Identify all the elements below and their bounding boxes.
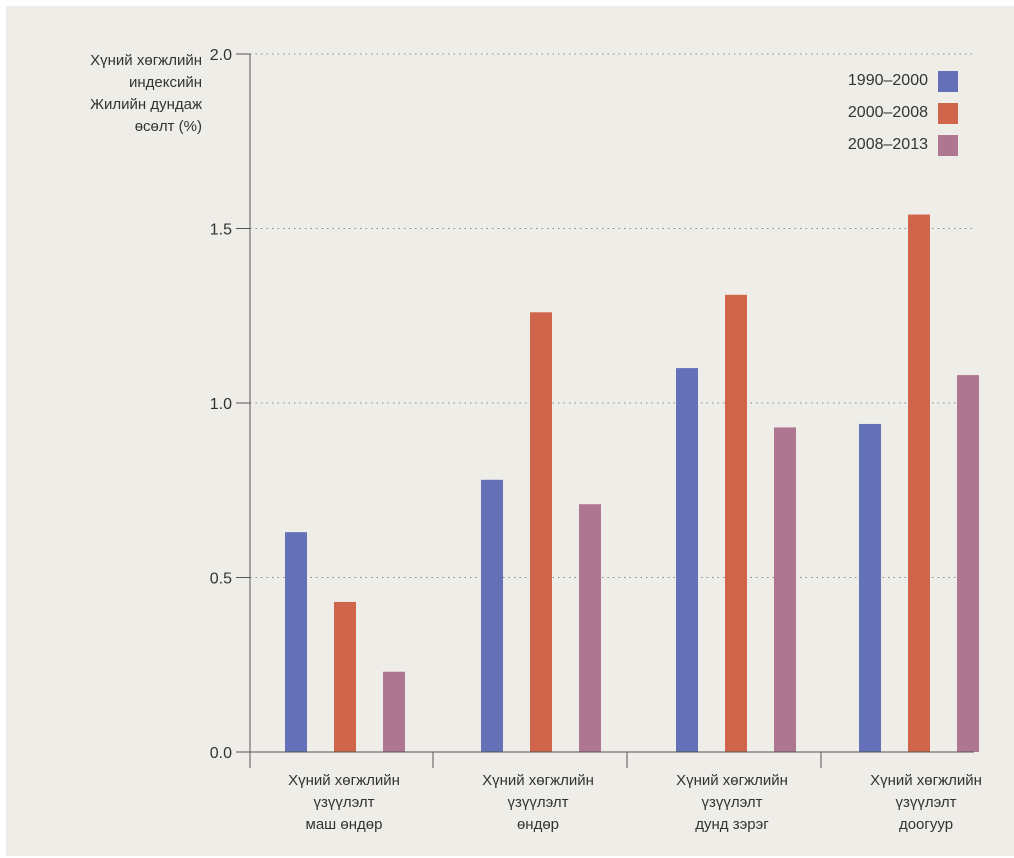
y-axis-title-line: өсөлт (%)	[134, 118, 202, 135]
y-axis-title-line: индексийн	[128, 74, 202, 91]
bar-1-1	[285, 532, 307, 752]
y-axis-title-line: Хүний хөгжлийн	[90, 52, 202, 69]
legend-label: 1990–2000	[847, 72, 928, 89]
category-label-medium: Хүний хөгжлийн үзүүлэлт дунд зэрэг	[637, 770, 827, 836]
category-label-line: өндөр	[516, 816, 560, 833]
legend-item-2008-2013: 2008–2013	[836, 130, 958, 160]
y-tick-label: 2.0	[210, 47, 232, 64]
legend-label: 2008–2013	[847, 136, 928, 153]
category-label-line: үзүүлэлт	[895, 794, 957, 811]
bar-3-4	[957, 375, 979, 752]
category-label-line: Хүний хөгжлийн	[288, 772, 400, 789]
category-label-line: маш өндөр	[305, 816, 383, 833]
legend-swatch	[938, 70, 958, 92]
bar-chart: 0.0 0.5 1.0 1.5 2.0	[210, 47, 979, 768]
category-label-line: Хүний хөгжлийн	[870, 772, 982, 789]
y-axis-title-line: Жилийн дундаж	[90, 96, 202, 113]
bar-2-2	[530, 312, 552, 752]
bar-2-3	[725, 294, 747, 752]
bar-1-3	[676, 368, 698, 752]
category-label-line: үзүүлэлт	[507, 794, 569, 811]
bar-1-2	[481, 479, 503, 752]
legend-label: 2000–2008	[847, 104, 928, 121]
category-label-line: Хүний хөгжлийн	[676, 772, 788, 789]
y-axis-title: Хүний хөгжлийн индексийн Жилийн дундаж ө…	[20, 50, 202, 138]
legend-swatch	[938, 134, 958, 156]
category-label-line: дунд зэрэг	[695, 816, 769, 833]
category-label-low: Хүний хөгжлийн үзүүлэлт доогуур	[831, 770, 1014, 836]
category-label-very-high: Хүний хөгжлийн үзүүлэлт маш өндөр	[249, 770, 439, 836]
category-label-high: Хүний хөгжлийн үзүүлэлт өндөр	[443, 770, 633, 836]
legend-item-2000-2008: 2000–2008	[836, 98, 958, 128]
category-label-line: үзүүлэлт	[313, 794, 375, 811]
chart-panel: 0.0 0.5 1.0 1.5 2.0 Хүний хөгжлийн индексийн…	[6, 6, 1014, 856]
bar-1-4	[859, 423, 881, 752]
category-label-line: үзүүлэлт	[701, 794, 763, 811]
y-tick-label: 0.0	[210, 745, 232, 762]
legend-swatch	[938, 102, 958, 124]
legend-item-1990-2000: 1990–2000	[836, 66, 958, 96]
y-tick-label: 1.5	[210, 222, 232, 239]
category-label-line: Хүний хөгжлийн	[482, 772, 594, 789]
y-tick-label: 1.0	[210, 396, 232, 413]
y-tick-label: 0.5	[210, 571, 232, 588]
bar-3-2	[579, 504, 601, 752]
bar-3-1	[383, 671, 405, 752]
bar-2-4	[908, 214, 930, 753]
category-label-line: доогуур	[898, 816, 954, 833]
bar-2-1	[334, 601, 356, 752]
bar-3-3	[774, 427, 796, 752]
